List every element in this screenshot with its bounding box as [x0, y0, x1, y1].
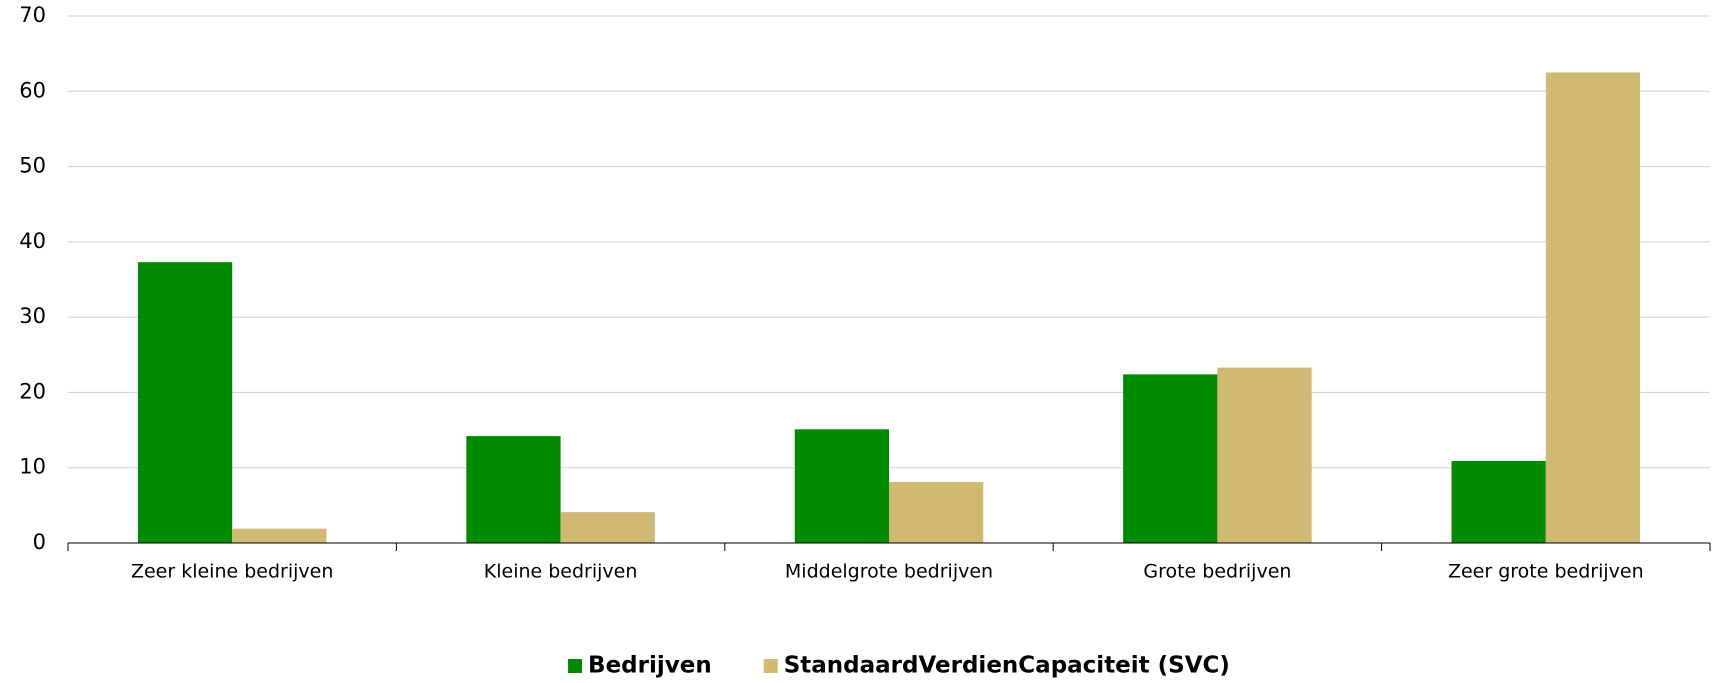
x-tick-label: Middelgrote bedrijven: [785, 561, 993, 583]
bar: [1545, 72, 1641, 543]
x-tick-label: Kleine bedrijven: [484, 561, 638, 583]
legend-label: Bedrijven: [588, 653, 712, 679]
y-tick-label: 0: [33, 530, 46, 554]
bar: [794, 429, 889, 543]
x-tick-label: Zeer kleine bedrijven: [131, 561, 333, 583]
bar: [889, 482, 984, 543]
bar: [137, 262, 233, 543]
bar: [1123, 374, 1218, 543]
bar: [560, 512, 655, 543]
y-tick-label: 70: [19, 3, 46, 27]
legend-swatch: [568, 659, 583, 673]
y-tick-label: 10: [19, 455, 46, 479]
x-tick-label: Zeer grote bedrijven: [1448, 561, 1644, 583]
y-tick-label: 50: [19, 154, 46, 178]
y-tick-label: 20: [19, 379, 46, 403]
bar: [466, 436, 561, 543]
bar: [1451, 460, 1546, 543]
bar: [1217, 367, 1312, 543]
y-tick-label: 60: [19, 78, 46, 102]
legend-label: StandaardVerdienCapaciteit (SVC): [784, 653, 1230, 679]
x-tick-label: Grote bedrijven: [1143, 561, 1291, 583]
bar: [232, 528, 327, 543]
y-tick-label: 30: [19, 304, 46, 328]
legend-swatch: [763, 659, 778, 673]
y-tick-label: 40: [19, 229, 46, 253]
